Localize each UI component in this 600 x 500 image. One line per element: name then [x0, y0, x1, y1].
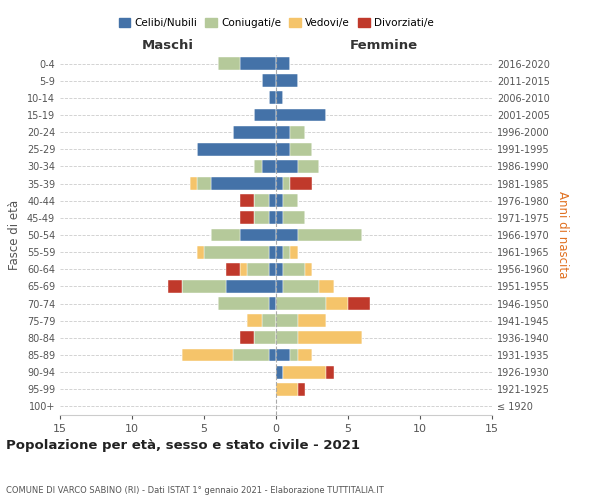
Bar [326, 297, 348, 310]
Bar [204, 246, 269, 258]
Bar [298, 314, 326, 327]
Bar [254, 194, 269, 207]
Bar [276, 348, 290, 362]
Text: Maschi: Maschi [142, 38, 194, 52]
Bar [283, 246, 290, 258]
Bar [226, 263, 240, 276]
Bar [276, 143, 290, 156]
Bar [197, 143, 276, 156]
Bar [276, 160, 298, 173]
Text: COMUNE DI VARCO SABINO (RI) - Dati ISTAT 1° gennaio 2021 - Elaborazione TUTTITAL: COMUNE DI VARCO SABINO (RI) - Dati ISTAT… [6, 486, 384, 495]
Bar [276, 212, 283, 224]
Bar [197, 177, 211, 190]
Bar [276, 74, 298, 87]
Bar [269, 92, 276, 104]
Bar [298, 348, 312, 362]
Legend: Celibi/Nubili, Coniugati/e, Vedovi/e, Divorziati/e: Celibi/Nubili, Coniugati/e, Vedovi/e, Di… [115, 14, 437, 32]
Bar [276, 314, 298, 327]
Bar [290, 143, 312, 156]
Bar [276, 57, 290, 70]
Bar [262, 74, 276, 87]
Bar [269, 246, 276, 258]
Bar [240, 57, 276, 70]
Bar [218, 297, 269, 310]
Bar [211, 228, 240, 241]
Bar [247, 314, 262, 327]
Bar [269, 194, 276, 207]
Bar [276, 332, 298, 344]
Bar [211, 177, 276, 190]
Bar [276, 126, 290, 138]
Bar [233, 126, 276, 138]
Bar [283, 263, 305, 276]
Bar [283, 280, 319, 293]
Bar [298, 332, 362, 344]
Y-axis label: Anni di nascita: Anni di nascita [556, 192, 569, 278]
Bar [240, 228, 276, 241]
Bar [276, 366, 283, 378]
Bar [218, 57, 240, 70]
Bar [290, 177, 312, 190]
Bar [276, 92, 283, 104]
Bar [168, 280, 182, 293]
Bar [326, 366, 334, 378]
Bar [240, 263, 247, 276]
Bar [290, 348, 298, 362]
Bar [276, 263, 283, 276]
Bar [254, 108, 276, 122]
Bar [197, 246, 204, 258]
Bar [283, 177, 290, 190]
Bar [247, 263, 269, 276]
Bar [254, 212, 269, 224]
Bar [276, 177, 283, 190]
Bar [240, 332, 254, 344]
Bar [233, 348, 269, 362]
Bar [269, 348, 276, 362]
Bar [290, 246, 298, 258]
Bar [254, 160, 262, 173]
Bar [262, 314, 276, 327]
Bar [290, 126, 305, 138]
Y-axis label: Fasce di età: Fasce di età [8, 200, 21, 270]
Bar [276, 280, 283, 293]
Bar [298, 160, 319, 173]
Bar [283, 212, 305, 224]
Bar [240, 212, 254, 224]
Bar [319, 280, 334, 293]
Bar [276, 297, 326, 310]
Bar [298, 383, 305, 396]
Bar [283, 194, 298, 207]
Text: Femmine: Femmine [350, 38, 418, 52]
Bar [283, 366, 326, 378]
Bar [276, 108, 326, 122]
Bar [182, 348, 233, 362]
Bar [305, 263, 312, 276]
Bar [276, 194, 283, 207]
Bar [190, 177, 197, 190]
Bar [262, 160, 276, 173]
Bar [254, 332, 276, 344]
Bar [269, 263, 276, 276]
Bar [298, 228, 362, 241]
Bar [269, 297, 276, 310]
Bar [276, 383, 298, 396]
Bar [240, 194, 254, 207]
Bar [348, 297, 370, 310]
Bar [269, 212, 276, 224]
Bar [182, 280, 226, 293]
Bar [226, 280, 276, 293]
Bar [276, 246, 283, 258]
Bar [276, 228, 298, 241]
Text: Popolazione per età, sesso e stato civile - 2021: Popolazione per età, sesso e stato civil… [6, 440, 360, 452]
